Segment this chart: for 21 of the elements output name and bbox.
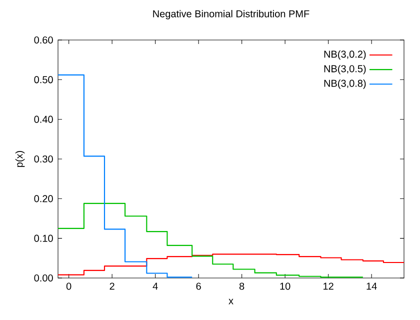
y-tick-label: 0.00 bbox=[34, 274, 53, 282]
x-tick-label: 14 bbox=[366, 282, 377, 290]
x-tick-label: 8 bbox=[239, 282, 244, 290]
y-tick-label: 0.50 bbox=[34, 76, 53, 84]
y-axis-title: p(x) bbox=[15, 151, 25, 167]
x-tick-label: 2 bbox=[110, 282, 114, 290]
y-tick-label: 0.60 bbox=[34, 36, 53, 44]
x-tick-label: 10 bbox=[280, 282, 290, 290]
y-tick-label: 0.10 bbox=[34, 234, 53, 242]
x-axis-title: x bbox=[228, 298, 234, 304]
x-tick-label: 0 bbox=[66, 282, 72, 290]
x-tick-label: 6 bbox=[196, 282, 201, 290]
legend-label: NB(3,0.8) bbox=[324, 80, 366, 89]
legend-label: NB(3,0.5) bbox=[324, 64, 366, 74]
y-tick-label: 0.30 bbox=[34, 155, 53, 163]
y-tick-label: 0.20 bbox=[34, 195, 53, 202]
chart-title: Negative Binomial Distribution PMF bbox=[153, 10, 310, 20]
x-tick-label: 12 bbox=[324, 282, 334, 290]
x-tick-label: 4 bbox=[152, 282, 158, 290]
legend-label: NB(3,0.2) bbox=[324, 50, 366, 60]
y-tick-label: 0.40 bbox=[34, 116, 53, 123]
